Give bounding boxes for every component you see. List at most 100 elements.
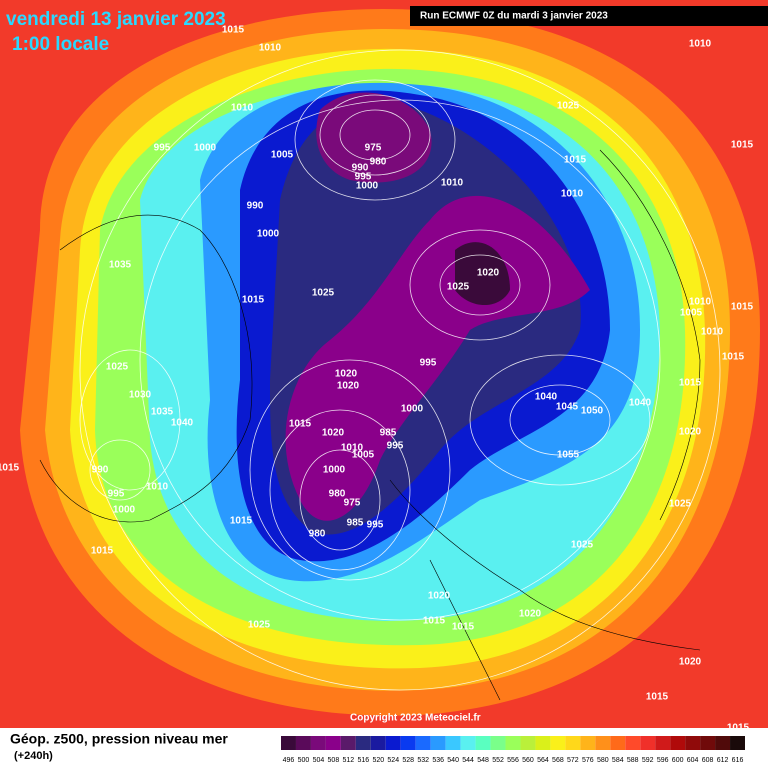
colorbar-label: 564 (537, 757, 549, 764)
colorbar-label: 604 (687, 757, 699, 764)
colorbar-label: 576 (582, 757, 594, 764)
colorbar-cell (385, 736, 401, 750)
pressure-label: 1015 (679, 378, 702, 389)
colorbar-cell (460, 736, 476, 750)
pressure-label: 1010 (561, 189, 584, 200)
colorbar-cell (580, 736, 596, 750)
pressure-label: 1020 (335, 369, 358, 380)
colorbar-cell (400, 736, 416, 750)
colorbar-cell (595, 736, 611, 750)
colorbar-cell (430, 736, 446, 750)
pressure-label: 1015 (731, 302, 754, 313)
pressure-label: 1015 (0, 463, 20, 474)
colorbar-label: 500 (298, 757, 310, 764)
pressure-label: 1030 (129, 390, 152, 401)
colorbar-cell (670, 736, 686, 750)
pressure-label: 985 (380, 428, 397, 439)
colorbar-label: 540 (447, 757, 459, 764)
colorbar-label: 560 (522, 757, 534, 764)
pressure-label: 1015 (289, 419, 312, 430)
pressure-label: 990 (352, 163, 369, 174)
colorbar-cell (505, 736, 521, 750)
pressure-label: 980 (370, 157, 387, 168)
colorbar-cell (520, 736, 536, 750)
pressure-label: 1040 (171, 418, 194, 429)
colorbar-label: 552 (492, 757, 504, 764)
pressure-label: 1025 (248, 620, 271, 631)
pressure-label: 1025 (557, 101, 580, 112)
colorbar-cell (640, 736, 656, 750)
colorbar-label: 596 (657, 757, 669, 764)
pressure-label: 995 (108, 489, 125, 500)
pressure-label: 1015 (731, 140, 754, 151)
colorbar-cell (565, 736, 581, 750)
coastlines (39, 149, 701, 701)
pressure-label: 1005 (680, 308, 703, 319)
pressure-label: 1025 (447, 282, 470, 293)
pressure-label: 1040 (535, 392, 558, 403)
pressure-label: 995 (355, 172, 372, 183)
pressure-label: 975 (365, 143, 382, 154)
pressure-label: 1015 (722, 352, 745, 363)
pressure-label: 1000 (323, 465, 346, 476)
colorbar-label: 568 (552, 757, 564, 764)
colorbar-cell (295, 736, 311, 750)
pressure-label: 1015 (242, 295, 265, 306)
date-title: vendredi 13 janvier 2023 (6, 9, 226, 30)
colorbar-cell (685, 736, 701, 750)
pressure-label: 1010 (231, 103, 254, 114)
colorbar-cell (415, 736, 431, 750)
pressure-label: 1020 (679, 427, 702, 438)
colorbar-cell (355, 736, 371, 750)
colorbar-label: 584 (612, 757, 624, 764)
colorbar-label: 496 (283, 757, 295, 764)
pressure-label: 1025 (669, 499, 692, 510)
pressure-label: 980 (309, 529, 326, 540)
geopotential-fields (20, 8, 760, 716)
colorbar-label: 612 (717, 757, 729, 764)
pressure-label: 1025 (312, 288, 335, 299)
colorbar-label: 512 (343, 757, 355, 764)
legend-subtitle: (+240h) (14, 750, 53, 762)
colorbar-label: 580 (597, 757, 609, 764)
colorbar-cell (475, 736, 491, 750)
colorbar-label: 608 (702, 757, 714, 764)
pressure-label: 1015 (564, 155, 587, 166)
colorbar-cell (325, 736, 341, 750)
pressure-label: 1010 (441, 178, 464, 189)
pressure-label: 980 (329, 489, 346, 500)
pressure-label: 1000 (194, 143, 217, 154)
pressure-label: 1015 (91, 546, 114, 557)
pressure-label: 1020 (679, 657, 702, 668)
colorbar-label: 536 (432, 757, 444, 764)
colorbar-label: 532 (417, 757, 429, 764)
colorbar-label: 616 (732, 757, 744, 764)
pressure-label: 995 (387, 441, 404, 452)
colorbar-label: 508 (328, 757, 340, 764)
colorbar-cell (535, 736, 551, 750)
pressure-label: 1010 (689, 297, 712, 308)
colorbar-cell (550, 736, 566, 750)
pressure-label: 995 (420, 358, 437, 369)
pressure-label: 1020 (519, 609, 542, 620)
colorbar-cell (700, 736, 716, 750)
legend-title: Géop. z500, pression niveau mer (10, 731, 228, 747)
colorbar-label: 548 (477, 757, 489, 764)
pressure-label: 1020 (322, 428, 345, 439)
colorbar-label: 572 (567, 757, 579, 764)
pressure-label: 1020 (477, 268, 500, 279)
colorbar-label: 528 (402, 757, 414, 764)
colorbar-label: 592 (642, 757, 654, 764)
pressure-label: 1015 (230, 516, 253, 527)
pressure-label: 1000 (356, 181, 379, 192)
pressure-label: 1010 (259, 43, 282, 54)
colorbar-cell (730, 736, 745, 750)
pressure-label: 1035 (151, 407, 174, 418)
pressure-label: 1000 (113, 505, 136, 516)
colorbar-label: 544 (462, 757, 474, 764)
pressure-label: 1050 (581, 406, 604, 417)
colorbar-cell (610, 736, 626, 750)
colorbar-cell (281, 736, 296, 750)
colorbar-cell (655, 736, 671, 750)
